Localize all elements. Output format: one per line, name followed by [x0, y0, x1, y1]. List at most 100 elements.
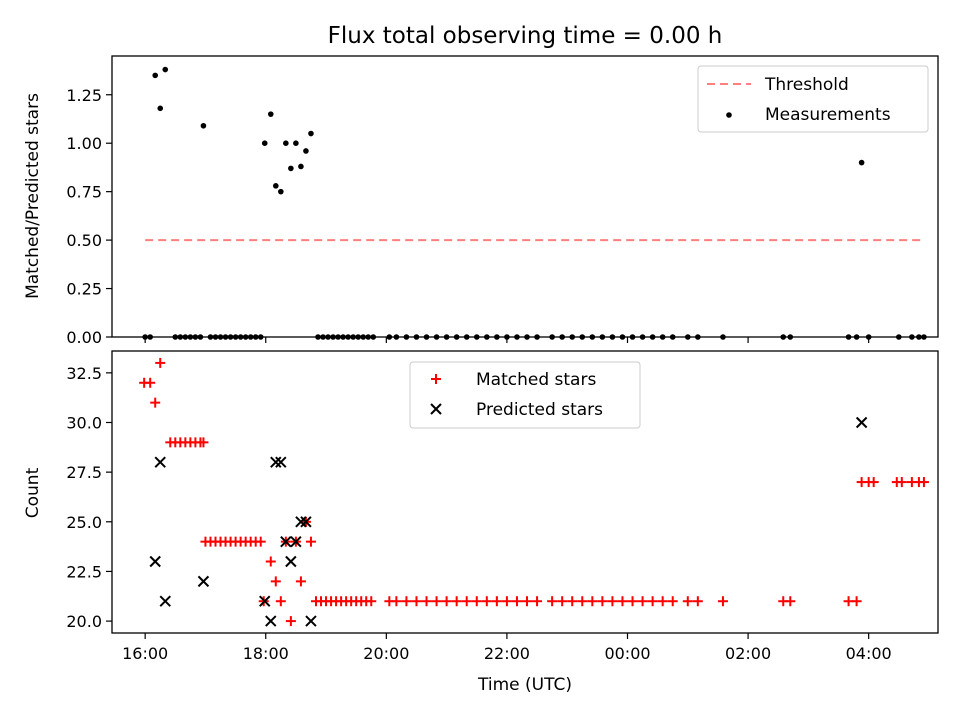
bottom-y-tick-label: 22.5 — [66, 562, 102, 581]
matched-star-point — [441, 596, 452, 607]
top-y-tick-label: 0.50 — [66, 231, 102, 250]
x-tick-label: 02:00 — [725, 644, 771, 663]
predicted-star-point — [270, 456, 282, 468]
top-y-tick-label: 1.00 — [66, 134, 102, 153]
x-axis-label: Time (UTC) — [477, 675, 572, 695]
predicted-star-point — [154, 456, 166, 468]
measurement-point — [298, 163, 304, 170]
matched-star-point — [682, 596, 693, 607]
matched-star-point — [431, 596, 442, 607]
top-y-tick-label: 1.25 — [66, 86, 102, 105]
bottom-legend: Matched stars Predicted stars — [409, 361, 641, 429]
matched-star-point — [851, 596, 862, 607]
matched-star-point — [637, 596, 648, 607]
predicted-star-point — [280, 535, 292, 548]
matched-star-point — [868, 477, 879, 488]
matched-star-point — [587, 596, 598, 607]
predicted-star-point — [265, 615, 277, 627]
matched-star-point — [391, 596, 402, 607]
predicted-star-point — [285, 555, 297, 568]
matched-star-point — [305, 536, 316, 547]
measurement-point — [272, 183, 279, 189]
measurement-point — [200, 122, 207, 129]
matched-star-point — [401, 596, 412, 607]
matched-star-point — [617, 596, 628, 607]
matched-star-point — [567, 596, 578, 607]
bottom-y-tick-label: 25.0 — [66, 513, 102, 532]
matched-star-point — [577, 596, 588, 607]
predicted-star-point — [295, 516, 307, 528]
matched-star-point — [421, 596, 432, 607]
matched-star-point — [511, 596, 522, 607]
matched-star-point — [145, 377, 156, 388]
matched-star-point — [471, 596, 482, 607]
matched-star-point — [198, 437, 209, 448]
figure-title: Flux total observing time = 0.00 h — [328, 23, 723, 49]
matched-star-point — [255, 536, 266, 547]
matched-star-point — [547, 596, 558, 607]
measurement-point — [261, 140, 268, 147]
measurement-point — [283, 140, 289, 147]
bottom-y-axis-label: Count — [23, 467, 43, 518]
matched-star-point — [717, 596, 728, 607]
matched-star-point — [785, 596, 796, 607]
matched-star-point — [275, 596, 286, 607]
predicted-star-point — [197, 575, 210, 588]
predicted-star-point — [159, 595, 171, 607]
predicted-star-point — [300, 516, 312, 528]
matched-star-point — [657, 596, 668, 607]
matched-star-point — [607, 596, 618, 607]
x-tick-label: 18:00 — [243, 644, 289, 663]
measurement-point — [162, 66, 169, 73]
bottom-y-tick-label: 20.0 — [66, 612, 102, 631]
predicted-legend-swatch — [430, 403, 442, 415]
matched-star-point — [285, 616, 296, 627]
predicted-star-point — [259, 595, 271, 607]
matched-star-point — [411, 596, 422, 607]
bottom-panel: 20.0 22.5 25.0 27.5 30.0 32.5 16:00 18:00 20:00… — [23, 350, 939, 695]
bottom-y-tick-label: 32.5 — [66, 364, 102, 383]
matched-star-point — [491, 596, 502, 607]
matched-star-point — [896, 477, 907, 488]
matched-star-point — [150, 397, 161, 408]
x-tick-label: 22:00 — [484, 644, 530, 663]
measurement-point — [858, 159, 865, 166]
x-tick-label: 20:00 — [363, 644, 409, 663]
matched-star-point — [155, 357, 166, 368]
matched-star-point — [501, 596, 512, 607]
measurement-point — [293, 140, 299, 147]
matched-legend-swatch — [431, 374, 441, 384]
matched-star-point — [557, 596, 568, 607]
top-panel: 0.00 0.25 0.50 0.75 1.00 1.25 Matched/Predict… — [23, 55, 939, 347]
predicted-star-point — [290, 535, 302, 548]
predicted-star-point — [855, 416, 868, 429]
predicted-star-point — [149, 555, 161, 568]
top-y-axis-label: Matched/Predicted stars — [23, 93, 43, 299]
measurement-point — [278, 188, 284, 195]
matched-star-point — [667, 596, 678, 607]
measurement-point — [157, 105, 164, 112]
bottom-legend-box — [409, 361, 641, 429]
bottom-y-tick-label: 30.0 — [66, 413, 102, 432]
measurements-legend-swatch — [726, 112, 732, 118]
bottom-axes-frame — [111, 350, 939, 634]
matched-star-point — [481, 596, 492, 607]
measurement-point — [152, 72, 159, 79]
matched-star-point — [597, 596, 608, 607]
matched-star-point — [692, 596, 703, 607]
predicted-legend-label: Predicted stars — [476, 400, 603, 420]
measurement-point — [267, 111, 274, 117]
bottom-y-tick-label: 27.5 — [66, 463, 102, 482]
top-legend-box — [697, 65, 929, 133]
matched-star-point — [918, 477, 929, 488]
top-y-tick-label: 0.00 — [66, 328, 102, 347]
x-tick-label: 04:00 — [846, 644, 892, 663]
threshold-legend-label: Threshold — [764, 75, 849, 95]
matched-star-point — [270, 576, 281, 587]
matched-star-point — [522, 596, 533, 607]
top-axes-frame — [111, 55, 939, 338]
measurement-point — [303, 148, 309, 154]
matched-star-point — [366, 596, 377, 607]
top-y-tick-label: 0.75 — [66, 183, 102, 202]
